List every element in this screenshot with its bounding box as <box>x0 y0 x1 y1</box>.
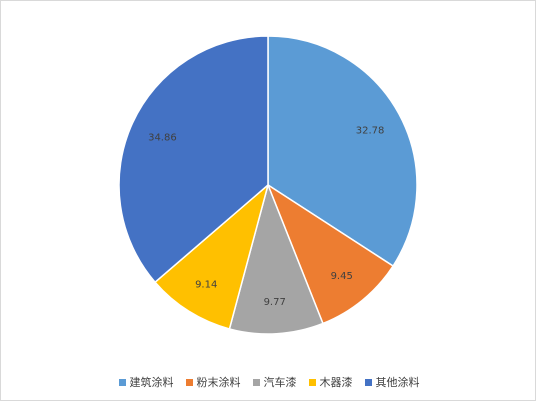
pie-slice-other-coatings <box>118 35 269 283</box>
legend-item-automotive-paint: 汽车漆 <box>252 374 297 390</box>
pie-slice-wood-paint <box>154 184 269 330</box>
legend-swatch <box>118 378 126 386</box>
legend-item-other-coatings: 其他涂料 <box>364 374 420 390</box>
data-label-powder-coatings: 9.45 <box>331 271 353 282</box>
legend-label: 汽车漆 <box>263 376 297 389</box>
data-label-other-coatings: 34.86 <box>148 133 177 144</box>
pie-slice-powder-coatings <box>267 184 394 325</box>
legend-item-powder-coatings: 粉末涂料 <box>185 374 241 390</box>
legend-label: 木器漆 <box>319 376 353 389</box>
pie-slices <box>118 35 418 335</box>
pie-slice-automotive-paint <box>228 184 324 335</box>
legend-label: 建筑涂料 <box>129 376 174 389</box>
data-label-architectural-coatings: 32.78 <box>356 126 385 137</box>
legend-swatch <box>252 378 260 386</box>
legend: 建筑涂料 粉末涂料 汽车漆 木器漆 其他涂料 <box>1 374 536 390</box>
pie-data-labels: 32.78 9.45 9.77 9.14 34.86 <box>148 126 384 309</box>
legend-swatch <box>185 378 193 386</box>
data-label-automotive-paint: 9.77 <box>264 297 286 308</box>
legend-item-architectural-coatings: 建筑涂料 <box>118 374 174 390</box>
legend-item-wood-paint: 木器漆 <box>308 374 353 390</box>
legend-swatch <box>308 378 316 386</box>
data-label-wood-paint: 9.14 <box>195 279 217 290</box>
legend-swatch <box>364 378 372 386</box>
legend-label: 其他涂料 <box>375 376 420 389</box>
legend-label: 粉末涂料 <box>196 376 241 389</box>
